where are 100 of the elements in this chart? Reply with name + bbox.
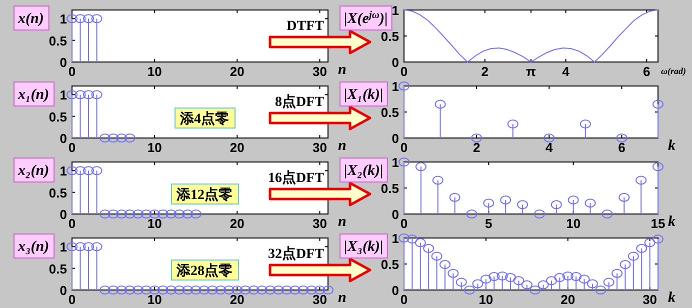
y-axis-title: x₃(n) [17,239,50,255]
y-tick-label: 1 [60,88,67,103]
y-tick-label: 0.5 [48,33,67,48]
point [602,210,613,218]
x-tick-label: 10 [566,216,581,231]
point [628,252,639,261]
y-tick-label: 1 [60,12,67,27]
x-tick-label: 4 [562,64,570,79]
annotation: 添12点零 [176,187,232,203]
point [505,273,516,282]
x-tick-label: 6 [618,140,626,155]
x-tick-label: 10 [478,292,494,307]
point [521,280,532,290]
x-tick-label: 30 [312,292,327,307]
x-tick-label: 20 [230,64,244,79]
point [546,276,557,286]
point [554,273,566,282]
annotation: DTFT [286,19,325,34]
x-tick-label: 2 [481,64,489,79]
x-tick-label: 30 [312,64,327,79]
y-axis-title: |X₃(k)| [344,239,384,255]
x-axis-title: n [338,62,346,78]
x-axis-title: ω(rad) [661,66,686,76]
y-tick-label: 0.5 [48,185,67,200]
point [586,279,598,288]
x-tick-label: 15 [650,216,666,231]
x-tick-label: 30 [312,216,327,231]
x-tick-label: 20 [230,292,244,307]
x-axis-title: k [668,290,676,306]
point [434,100,446,109]
point [538,280,549,290]
x-tick-label: 20 [560,292,576,307]
x-tick-label: 10 [147,292,162,307]
point [584,198,596,208]
point [431,252,442,261]
point [603,278,614,287]
annotation: 32点DFT [268,246,325,262]
point [448,268,459,278]
point [513,276,524,286]
y-tick-label: 0.5 [380,181,399,196]
point [544,134,555,142]
point [534,210,545,218]
point [406,234,418,244]
x-tick-label: 6 [643,64,650,79]
x-tick-label: 30 [642,292,658,307]
point [636,244,648,253]
x-axis-title: n [338,290,346,306]
x-tick-label: 10 [147,140,162,155]
annotation: 8点DFT [275,94,325,110]
point [517,200,528,210]
x-tick-label: π [526,64,536,79]
point [616,134,628,142]
point [500,195,512,204]
annotation: 添28点零 [176,263,232,279]
x-tick-label: 20 [230,140,244,155]
point [398,234,410,242]
point [652,100,664,109]
point [568,195,579,204]
point [398,82,410,90]
y-tick-label: 1 [60,164,67,179]
point [488,272,500,281]
point [449,192,460,202]
point [432,176,444,185]
point [423,244,434,253]
y-tick-label: 1 [392,155,399,170]
y-axis-title: |X(e$^{jω}$)| [344,10,388,27]
y-tick-label: 0.5 [380,105,399,120]
x-tick-label: 10 [147,216,162,231]
y-tick-label: 0.5 [48,261,67,276]
annotation: 16点DFT [268,170,325,186]
point [398,158,410,166]
line-series [404,10,658,62]
point [562,271,574,280]
x-tick-label: 4 [546,140,554,155]
point [570,272,582,281]
point [464,286,476,294]
x-tick-label: 10 [147,64,162,79]
point [636,176,647,185]
annotation: 添4点零 [179,111,229,127]
point [466,210,478,218]
point [496,271,508,280]
x-axis-title: k [668,214,676,230]
point [480,274,492,284]
point [414,238,426,248]
x-axis-title: n [338,214,346,230]
y-axis-title: |X₂(k)| [344,163,384,179]
point [456,278,467,287]
y-tick-label: 0.5 [48,109,67,124]
point [618,192,630,202]
point [471,134,482,142]
point [612,268,623,278]
point [439,260,450,270]
point [472,279,484,288]
point [644,238,656,248]
point [652,162,664,172]
y-axis-title: x(n) [17,11,44,27]
y-axis-title: |X₁(k)| [344,87,384,103]
y-tick-label: 0.5 [380,29,399,44]
point [652,234,664,244]
y-tick-label: 1 [392,3,399,18]
